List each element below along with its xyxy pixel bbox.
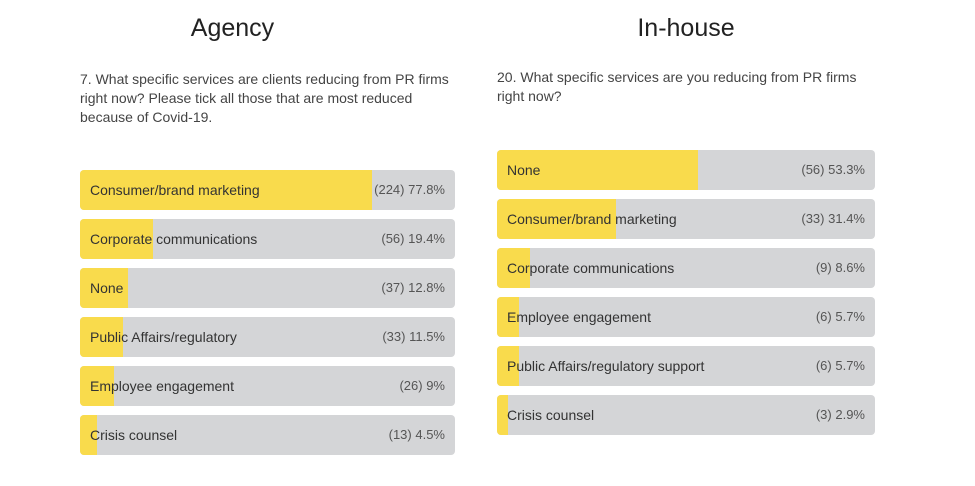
bar-fill <box>497 346 519 386</box>
bar-value-label: (13) 4.5% <box>389 415 445 455</box>
bar-percent: 77.8% <box>408 182 445 197</box>
bar-row: Crisis counsel (3) 2.9% <box>497 395 875 435</box>
bar-percent: 8.6% <box>835 260 865 275</box>
bar-percent: 11.5% <box>409 329 445 344</box>
agency-bar-list: Consumer/brand marketing (224) 77.8% Corpo… <box>80 170 455 464</box>
inhouse-panel: In-house 20. What specific services are … <box>497 0 875 435</box>
bar-label: Corporate communications <box>90 231 258 247</box>
bar-percent: 19.4% <box>408 231 445 246</box>
bar-percent: 53.3% <box>828 162 865 177</box>
bar-fill <box>80 415 97 455</box>
bar-label: Employee engagement <box>90 378 234 394</box>
bar-percent: 5.7% <box>835 309 865 324</box>
bar-fill <box>497 150 699 190</box>
bar-percent: 5.7% <box>835 358 865 373</box>
bar-fill <box>497 395 508 435</box>
bar-row: Consumer/brand marketing (224) 77.8% <box>80 170 455 210</box>
bar-count: (33) <box>801 211 825 226</box>
bar-value-label: (224) 77.8% <box>374 170 445 210</box>
bar-count: (13) <box>388 427 412 442</box>
agency-question: 7. What specific services are clients re… <box>80 71 449 125</box>
bar-percent: 4.5% <box>415 427 445 442</box>
inhouse-question: 20. What specific services are you reduc… <box>497 69 857 104</box>
bar-label: None <box>90 280 124 296</box>
bar-row: Employee engagement (6) 5.7% <box>497 297 875 337</box>
bar-value-label: (9) 8.6% <box>816 248 865 288</box>
bar-row: Corporate communications (9) 8.6% <box>497 248 875 288</box>
bar-count: (3) <box>815 407 832 422</box>
bar-row: None (56) 53.3% <box>497 150 875 190</box>
bar-fill <box>80 366 114 406</box>
bar-label: Corporate communications <box>507 260 675 276</box>
bar-value-label: (3) 2.9% <box>816 395 865 435</box>
bar-count: (56) <box>381 231 405 246</box>
bar-value-label: (26) 9% <box>399 366 445 406</box>
bar-label: Employee engagement <box>507 309 651 325</box>
bar-count: (6) <box>815 309 832 324</box>
bar-value-label: (56) 53.3% <box>801 150 865 190</box>
bar-count: (56) <box>801 162 825 177</box>
bar-fill <box>497 297 519 337</box>
bar-label: None <box>507 162 541 178</box>
bar-fill <box>80 268 128 308</box>
agency-title: Agency <box>190 14 275 42</box>
bar-label: Consumer/brand marketing <box>90 182 260 198</box>
bar-row: None (37) 12.8% <box>80 268 455 308</box>
bar-count: (37) <box>381 280 405 295</box>
bar-value-label: (6) 5.7% <box>816 297 865 337</box>
bar-label: Consumer/brand marketing <box>507 211 677 227</box>
bar-row: Corporate communications (56) 19.4% <box>80 219 455 259</box>
bar-label: Crisis counsel <box>90 427 178 443</box>
bar-value-label: (33) 31.4% <box>801 199 865 239</box>
bar-value-label: (56) 19.4% <box>381 219 445 259</box>
bar-fill <box>497 248 530 288</box>
bar-row: Employee engagement (26) 9% <box>80 366 455 406</box>
bar-label: Crisis counsel <box>507 407 595 423</box>
bar-row: Public Affairs/regulatory support (6) 5.7… <box>497 346 875 386</box>
bar-value-label: (37) 12.8% <box>381 268 445 308</box>
bar-count: (224) <box>374 182 405 197</box>
bar-row: Consumer/brand marketing (33) 31.4% <box>497 199 875 239</box>
bar-count: (26) <box>399 378 423 393</box>
agency-panel: Agency 7. What specific services are cli… <box>80 0 455 455</box>
bar-fill <box>80 219 153 259</box>
bar-fill <box>80 317 124 357</box>
bar-fill <box>80 170 372 210</box>
bar-percent: 2.9% <box>835 407 865 422</box>
bar-value-label: (6) 5.7% <box>816 346 865 386</box>
bar-row: Public Affairs/regulatory (33) 11.5% <box>80 317 455 357</box>
bar-value-label: (33) 11.5% <box>382 317 445 357</box>
bar-count: (6) <box>815 358 832 373</box>
bar-percent: 31.4% <box>828 211 865 226</box>
bar-fill <box>497 199 616 239</box>
inhouse-title: In-house <box>637 14 735 42</box>
bar-percent: 12.8% <box>408 280 445 295</box>
bar-count: (33) <box>382 329 406 344</box>
inhouse-bar-list: None (56) 53.3% Consumer/brand marketing (3… <box>497 150 875 444</box>
bar-label: Public Affairs/regulatory support <box>507 358 705 374</box>
bar-count: (9) <box>815 260 832 275</box>
bar-percent: 9% <box>426 378 445 393</box>
bar-row: Crisis counsel (13) 4.5% <box>80 415 455 455</box>
bar-label: Public Affairs/regulatory <box>90 329 237 345</box>
